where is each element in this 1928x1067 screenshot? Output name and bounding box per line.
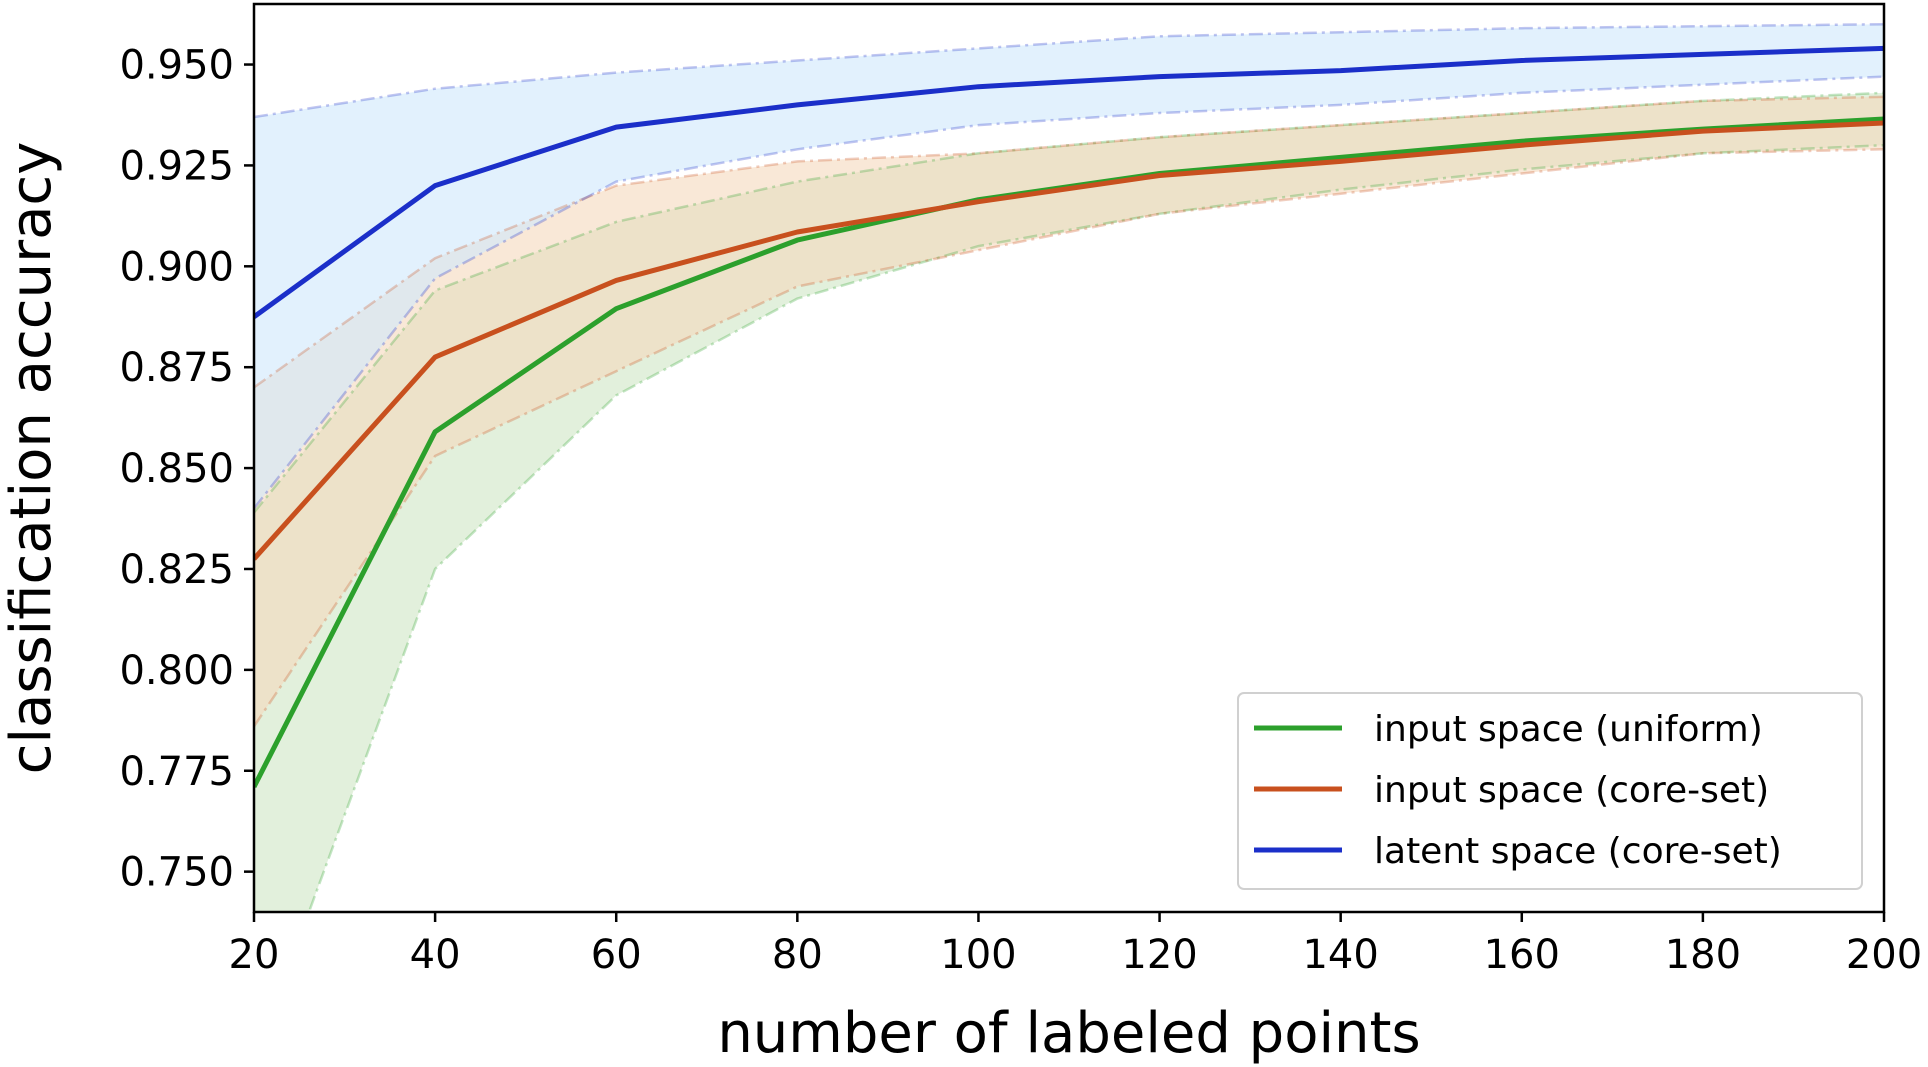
band-upper-latent-space-core-set — [254, 22, 1884, 119]
band-lower-input-space-core-set — [254, 148, 1884, 728]
x-tick-label: 100 — [940, 932, 1016, 978]
x-tick-label: 160 — [1484, 932, 1560, 978]
band-lower-input-space-uniform — [307, 143, 1884, 912]
legend-label-input-space-uniform: input space (uniform) — [1374, 709, 1763, 750]
series-lines — [254, 45, 1884, 789]
x-tick-label: 120 — [1121, 932, 1197, 978]
y-tick-label: 0.750 — [119, 850, 234, 896]
legend-box — [1237, 692, 1863, 890]
line-latent-space-core-set — [254, 45, 1884, 319]
band-upper-input-space-core-set — [254, 95, 1884, 389]
y-tick-label: 0.875 — [119, 345, 234, 391]
band-input-space-core-set — [254, 96, 1884, 727]
y-tick-label: 0.800 — [119, 648, 234, 694]
x-tick-label: 140 — [1302, 932, 1378, 978]
x-tick-label: 20 — [229, 932, 280, 978]
y-tick-label: 0.850 — [119, 446, 234, 492]
legend-label-input-space-core-set: input space (core-set) — [1374, 770, 1769, 811]
x-tick-label: 200 — [1846, 932, 1922, 978]
y-tick-label: 0.900 — [119, 244, 234, 290]
y-axis: 0.750 0.775 0.800 0.825 0.850 0.875 0.900 0.925… — [119, 43, 254, 896]
x-tick-label: 180 — [1665, 932, 1741, 978]
y-tick-label: 0.925 — [119, 143, 234, 189]
x-tick-label: 40 — [410, 932, 461, 978]
x-axis-label: number of labeled points — [717, 1001, 1420, 1066]
band-upper-input-space-uniform — [254, 91, 1884, 514]
y-tick-label: 0.950 — [119, 43, 234, 89]
y-tick-label: 0.775 — [119, 749, 234, 795]
legend: input space (uniform) input space (core-s… — [1237, 692, 1863, 890]
plot-frame — [252, 2, 1886, 914]
x-tick-label: 60 — [591, 932, 642, 978]
band-edges — [254, 22, 1884, 912]
band-latent-space-core-set — [254, 24, 1884, 509]
x-tick-label: 80 — [772, 932, 823, 978]
line-input-space-core-set — [254, 120, 1884, 561]
legend-label-latent-space-core-set: latent space (core-set) — [1374, 831, 1782, 872]
x-axis: 20 40 60 80 100 120 140 160 180 200 — [229, 912, 1922, 978]
band-lower-latent-space-core-set — [254, 75, 1884, 510]
y-axis-label: classification accuracy — [0, 142, 64, 775]
y-tick-label: 0.825 — [119, 547, 234, 593]
confidence-bands — [254, 24, 1884, 912]
